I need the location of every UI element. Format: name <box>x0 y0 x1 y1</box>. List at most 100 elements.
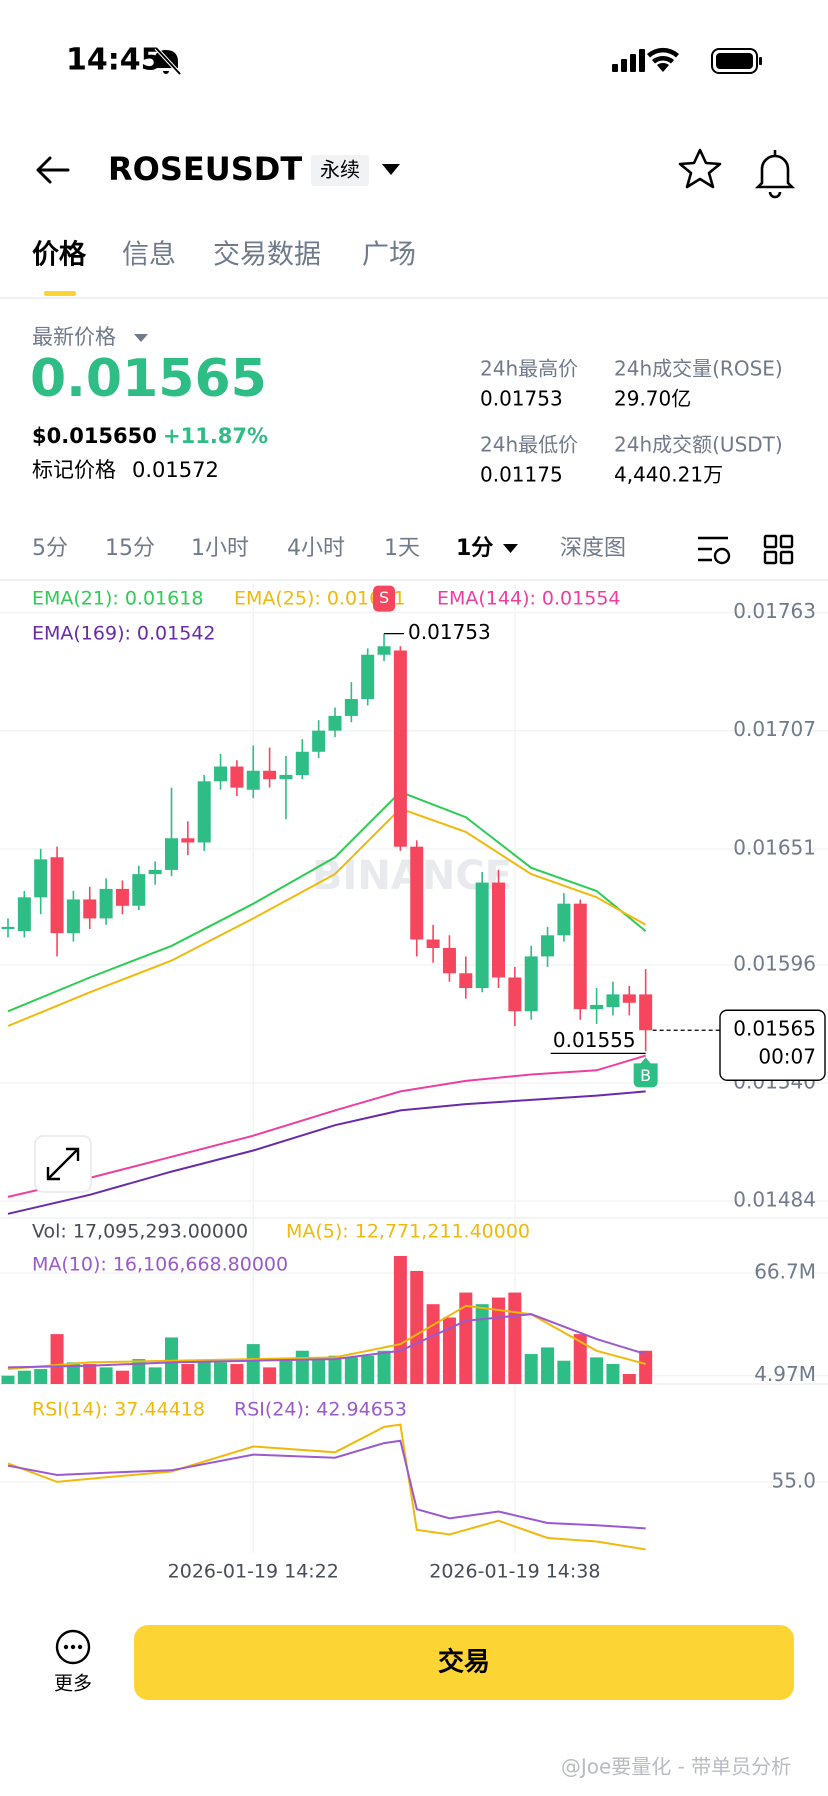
volume-bar <box>492 1297 505 1384</box>
interval-dropdown[interactable] <box>503 544 518 553</box>
credit: @Joe要量化 - 带单员分析 <box>561 1755 791 1779</box>
y-tick-label: 66.7M <box>754 1260 816 1284</box>
volume-bar <box>573 1334 587 1384</box>
volume-bar <box>263 1367 277 1384</box>
stat-label: 24h成交额(USDT) <box>614 433 783 457</box>
indicator-line <box>7 807 647 1027</box>
candle-body <box>34 859 48 898</box>
interval[interactable]: 5分 <box>32 536 68 561</box>
indicator-line <box>7 1439 646 1530</box>
countdown: 00:07 <box>758 1045 816 1069</box>
indicator-line <box>7 1313 646 1369</box>
buy-marker-label: B <box>640 1066 651 1085</box>
tab[interactable]: 广场 <box>362 240 416 271</box>
symbol[interactable]: ROSEUSDT <box>108 150 302 188</box>
volume-bar <box>148 1367 162 1384</box>
tab-underline <box>44 291 76 296</box>
depth-tab[interactable]: 深度图 <box>560 536 626 561</box>
stat-value: 0.01753 <box>480 387 563 411</box>
candle-body <box>181 838 195 843</box>
interval-active[interactable]: 1分 <box>456 536 493 561</box>
candle-body <box>279 774 293 780</box>
candle-body <box>442 947 456 974</box>
volume-bar <box>442 1317 456 1384</box>
interval[interactable]: 1小时 <box>191 536 249 561</box>
volume-bar <box>426 1304 440 1384</box>
volume-bar <box>83 1364 97 1384</box>
y-tick-label: 0.01596 <box>733 951 816 975</box>
volume-bar <box>639 1350 653 1384</box>
status-icons <box>154 46 762 76</box>
volume-bar <box>344 1357 358 1384</box>
tab[interactable]: 信息 <box>122 240 176 271</box>
volume-bar <box>393 1255 407 1384</box>
indicator-line <box>7 1054 646 1198</box>
last-price-label[interactable]: 最新价格 <box>32 325 116 349</box>
volume-bar <box>524 1354 538 1384</box>
interval[interactable]: 1天 <box>384 536 420 561</box>
mark-price: 0.01572 <box>132 458 219 482</box>
tab[interactable]: 交易数据 <box>213 240 321 271</box>
volume-title: Vol: 17,095,293.00000 <box>32 1221 248 1243</box>
volume-bar <box>475 1304 489 1384</box>
more-label[interactable]: 更多 <box>54 1673 92 1695</box>
legend-entry: MA(5): 12,771,211.40000 <box>286 1221 530 1243</box>
candle-body <box>590 1004 604 1010</box>
interval[interactable]: 4小时 <box>287 536 345 561</box>
legend-entry: EMA(169): 0.01542 <box>32 623 216 645</box>
interval[interactable]: 15分 <box>105 536 155 561</box>
trade-button[interactable] <box>134 1625 794 1700</box>
last-price: 0.01565 <box>30 349 267 409</box>
favorite-button[interactable] <box>678 148 722 189</box>
more-button[interactable] <box>55 1629 91 1665</box>
expand-icon <box>46 1147 80 1181</box>
candle-body <box>17 897 31 932</box>
candle-body <box>492 882 505 978</box>
indicator-button[interactable] <box>698 536 731 565</box>
volume-bar <box>541 1347 555 1384</box>
contract-type: 永续 <box>320 158 360 182</box>
last-price-tag: 0.01565 <box>733 1017 816 1041</box>
stat-value: 4,440.21万 <box>614 463 723 487</box>
y-tick-label: 0.01707 <box>733 717 816 741</box>
stat-value: 29.70亿 <box>614 387 691 411</box>
layout-button[interactable] <box>763 534 794 565</box>
tab-active[interactable]: 价格 <box>32 240 87 271</box>
candle-body <box>148 869 162 875</box>
trade-label[interactable]: 交易 <box>438 1647 490 1678</box>
status-time: 14:45 <box>66 43 162 78</box>
volume-bar <box>377 1350 391 1384</box>
candle-body <box>50 857 64 934</box>
last-price-box <box>719 1009 826 1081</box>
stat-label: 24h成交量(ROSE) <box>614 357 783 381</box>
symbol-dropdown[interactable] <box>382 164 400 175</box>
volume-bar <box>590 1357 604 1384</box>
indicator-line <box>7 1304 646 1370</box>
volume-bar <box>230 1364 244 1384</box>
candle-body <box>377 646 391 655</box>
x-tick-label: 2026-01-19 14:22 <box>168 1561 339 1583</box>
volume-bar <box>66 1362 80 1384</box>
sell-marker <box>373 585 396 612</box>
y-tick-label: 4.97M <box>754 1362 816 1386</box>
candle-body <box>344 699 358 716</box>
candle-body <box>263 770 277 780</box>
candle-body <box>165 838 178 870</box>
label-dropdown[interactable] <box>134 334 148 342</box>
volume-bar <box>459 1292 473 1384</box>
volume-bar <box>115 1370 129 1384</box>
volume-bar <box>557 1360 571 1384</box>
back-button[interactable] <box>36 156 70 184</box>
volume-bar <box>312 1357 326 1384</box>
legend-entry: MA(10): 16,106,668.80000 <box>32 1254 288 1276</box>
legend-entry: RSI(24): 42.94653 <box>234 1399 407 1421</box>
stat-label: 24h最高价 <box>480 357 578 381</box>
candle-body <box>230 766 244 788</box>
volume-bar <box>279 1360 293 1384</box>
volume-bar <box>17 1370 31 1384</box>
legend-entry: EMA(25): 0.01621 <box>234 588 405 610</box>
alert-button[interactable] <box>754 150 796 199</box>
volume-bar <box>197 1362 211 1384</box>
candle-body <box>66 899 80 934</box>
volume-bar <box>214 1362 228 1384</box>
